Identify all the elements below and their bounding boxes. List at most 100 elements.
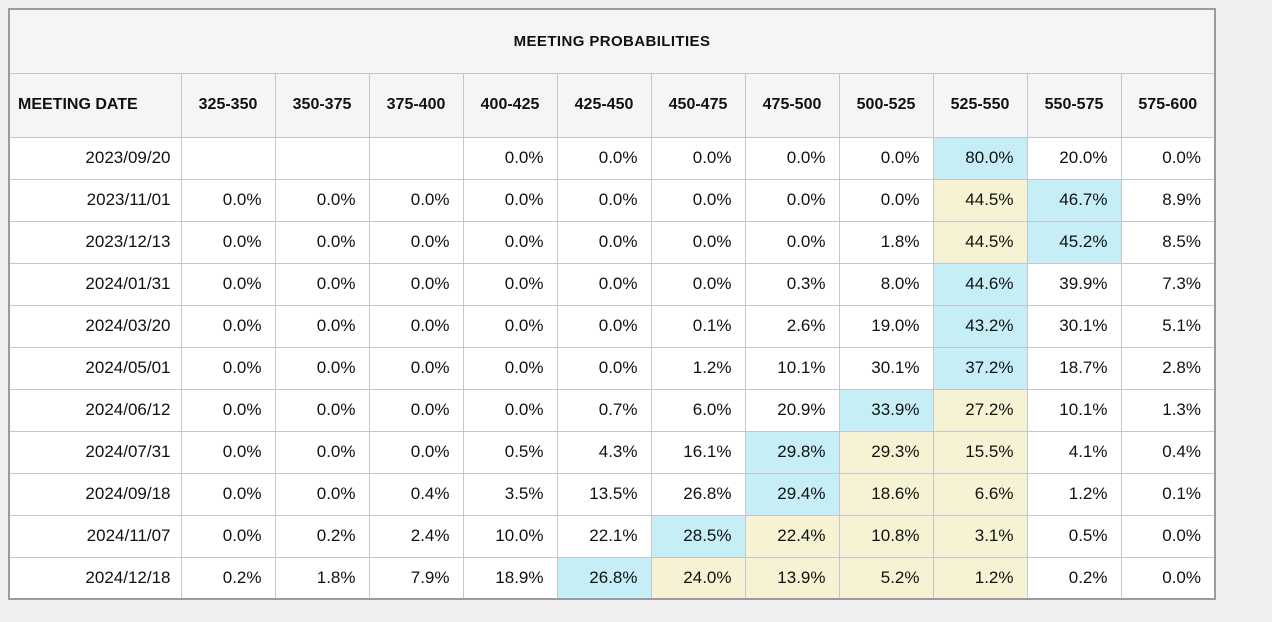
probability-cell: 0.0% [744, 220, 840, 264]
probability-cell: 13.5% [556, 472, 652, 516]
probability-cell: 5.2% [838, 556, 934, 600]
probability-cell: 0.0% [462, 346, 558, 390]
probability-cell: 0.0% [462, 220, 558, 264]
table-row: 2024/01/31 0.0% 0.0% 0.0% 0.0% 0.0% 0.0% 0.3% 8.… [8, 262, 1216, 306]
table-row: 2023/11/01 0.0% 0.0% 0.0% 0.0% 0.0% 0.0% 0.0% 0.… [8, 178, 1216, 222]
probability-cell: 4.1% [1026, 430, 1122, 474]
probability-cell: 0.1% [1120, 472, 1216, 516]
probability-cell: 3.5% [462, 472, 558, 516]
probability-cell: 10.1% [1026, 388, 1122, 432]
probability-cell: 0.0% [838, 178, 934, 222]
probability-cell [274, 136, 370, 180]
table-row: 2024/07/31 0.0% 0.0% 0.0% 0.5% 4.3% 16.1% 29.8%… [8, 430, 1216, 474]
probability-cell: 0.0% [556, 220, 652, 264]
probability-cell: 6.0% [650, 388, 746, 432]
probability-cell: 1.8% [838, 220, 934, 264]
probability-cell: 13.9% [744, 556, 840, 600]
table-row: 2024/12/18 0.2% 1.8% 7.9% 18.9% 26.8% 24.0% 13.… [8, 556, 1216, 600]
probability-cell: 2.4% [368, 514, 464, 558]
probability-cell: 0.0% [180, 472, 276, 516]
probability-cell: 19.0% [838, 304, 934, 348]
probability-cell: 0.0% [180, 304, 276, 348]
probability-cell: 80.0% [932, 136, 1028, 180]
probability-cell: 29.4% [744, 472, 840, 516]
probability-cell: 0.0% [556, 262, 652, 306]
probability-cell: 0.0% [274, 430, 370, 474]
probability-cell: 0.0% [368, 346, 464, 390]
probability-cell: 5.1% [1120, 304, 1216, 348]
probability-cell: 0.5% [1026, 514, 1122, 558]
probability-cell: 4.3% [556, 430, 652, 474]
probability-cell: 8.9% [1120, 178, 1216, 222]
table-row: 2024/05/01 0.0% 0.0% 0.0% 0.0% 0.0% 1.2% 10.1% 3… [8, 346, 1216, 390]
probability-cell: 46.7% [1026, 178, 1122, 222]
meeting-date-cell: 2024/03/20 [8, 304, 182, 348]
probability-cell: 0.0% [744, 178, 840, 222]
column-header-rate-band: 550-575 [1026, 72, 1122, 138]
probability-cell: 18.6% [838, 472, 934, 516]
column-header-rate-band: 500-525 [838, 72, 934, 138]
probability-cell: 0.0% [556, 178, 652, 222]
probability-cell: 0.0% [556, 136, 652, 180]
probability-cell: 7.9% [368, 556, 464, 600]
probability-cell: 0.0% [180, 220, 276, 264]
meeting-date-cell: 2024/11/07 [8, 514, 182, 558]
probability-cell [368, 136, 464, 180]
table-row: 2024/03/20 0.0% 0.0% 0.0% 0.0% 0.0% 0.1% 2.6% 19… [8, 304, 1216, 348]
probability-cell: 27.2% [932, 388, 1028, 432]
probability-cell: 0.0% [274, 262, 370, 306]
probability-cell: 0.0% [180, 178, 276, 222]
probability-cell: 6.6% [932, 472, 1028, 516]
probability-cell: 0.0% [274, 220, 370, 264]
probability-cell: 8.5% [1120, 220, 1216, 264]
probability-cell: 0.0% [650, 262, 746, 306]
column-header-meeting-date: MEETING DATE [8, 72, 182, 138]
table-row: 2024/11/07 0.0% 0.2% 2.4% 10.0% 22.1% 28.5% 22.… [8, 514, 1216, 558]
probability-cell: 8.0% [838, 262, 934, 306]
probability-cell: 0.0% [650, 136, 746, 180]
column-header-rate-band: 475-500 [744, 72, 840, 138]
probability-cell: 0.2% [1026, 556, 1122, 600]
probability-cell: 0.2% [274, 514, 370, 558]
probability-cell: 22.1% [556, 514, 652, 558]
probability-cell: 1.2% [650, 346, 746, 390]
probability-cell: 16.1% [650, 430, 746, 474]
probability-cell: 0.0% [180, 430, 276, 474]
probability-cell: 0.2% [180, 556, 276, 600]
probability-cell: 10.8% [838, 514, 934, 558]
probability-cell: 0.0% [274, 304, 370, 348]
probability-cell: 0.0% [744, 136, 840, 180]
meeting-date-cell: 2024/06/12 [8, 388, 182, 432]
probability-cell: 0.0% [462, 388, 558, 432]
probability-cell: 0.0% [180, 262, 276, 306]
probability-cell: 24.0% [650, 556, 746, 600]
probability-cell: 0.0% [462, 136, 558, 180]
probability-cell: 2.8% [1120, 346, 1216, 390]
probability-cell: 0.0% [1120, 556, 1216, 600]
column-header-rate-band: 525-550 [932, 72, 1028, 138]
meeting-date-cell: 2024/05/01 [8, 346, 182, 390]
probability-cell: 37.2% [932, 346, 1028, 390]
probability-cell: 10.1% [744, 346, 840, 390]
probability-cell: 20.0% [1026, 136, 1122, 180]
probability-cell: 0.1% [650, 304, 746, 348]
probability-cell: 0.5% [462, 430, 558, 474]
probability-cell: 0.4% [1120, 430, 1216, 474]
probability-cell: 39.9% [1026, 262, 1122, 306]
probability-cell: 22.4% [744, 514, 840, 558]
probability-cell: 33.9% [838, 388, 934, 432]
table-title: MEETING PROBABILITIES [8, 8, 1216, 74]
probability-cell: 0.0% [838, 136, 934, 180]
meeting-date-cell: 2024/01/31 [8, 262, 182, 306]
meeting-date-cell: 2023/12/13 [8, 220, 182, 264]
column-header-rate-band: 375-400 [368, 72, 464, 138]
probability-cell: 1.3% [1120, 388, 1216, 432]
meeting-date-cell: 2023/11/01 [8, 178, 182, 222]
probability-cell: 44.5% [932, 178, 1028, 222]
table-body: 2023/09/20 0.0% 0.0% 0.0% 0.0% 0.0% 80.0% 20.0%… [8, 136, 1216, 600]
probability-cell: 0.0% [368, 178, 464, 222]
probability-cell: 0.0% [368, 262, 464, 306]
probability-cell: 0.0% [274, 178, 370, 222]
probability-cell: 0.0% [180, 346, 276, 390]
probability-cell: 0.0% [1120, 514, 1216, 558]
